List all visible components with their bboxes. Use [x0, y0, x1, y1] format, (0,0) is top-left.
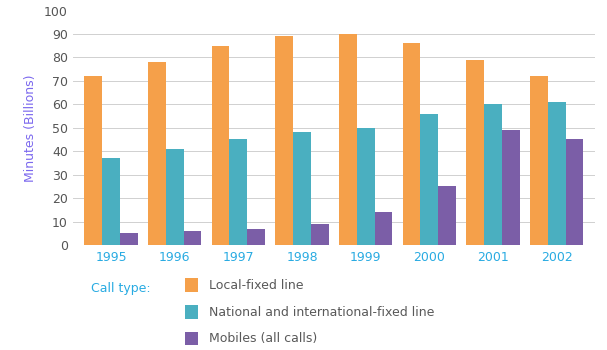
Bar [276, 36, 293, 245]
Bar [293, 132, 311, 245]
Bar [566, 139, 583, 245]
Bar [247, 229, 265, 245]
Bar [438, 186, 456, 245]
Bar [183, 231, 202, 245]
Bar [166, 149, 183, 245]
Bar [212, 46, 229, 245]
Text: Local-fixed line: Local-fixed line [209, 279, 304, 292]
Bar [148, 62, 166, 245]
Bar [311, 224, 329, 245]
Text: Mobiles (all calls): Mobiles (all calls) [209, 332, 317, 345]
Bar [466, 60, 484, 245]
Bar [229, 139, 247, 245]
Bar [530, 76, 548, 245]
Bar [548, 102, 566, 245]
Bar [375, 212, 392, 245]
Y-axis label: Minutes (Billions): Minutes (Billions) [24, 74, 37, 182]
Bar [502, 130, 520, 245]
Bar [421, 114, 438, 245]
Bar [84, 76, 102, 245]
Bar [102, 158, 120, 245]
Text: National and international-fixed line: National and international-fixed line [209, 306, 435, 319]
Bar [357, 128, 375, 245]
Bar [402, 43, 421, 245]
Text: Call type:: Call type: [91, 282, 151, 295]
Bar [339, 34, 357, 245]
Bar [120, 233, 138, 245]
Bar [484, 104, 502, 245]
